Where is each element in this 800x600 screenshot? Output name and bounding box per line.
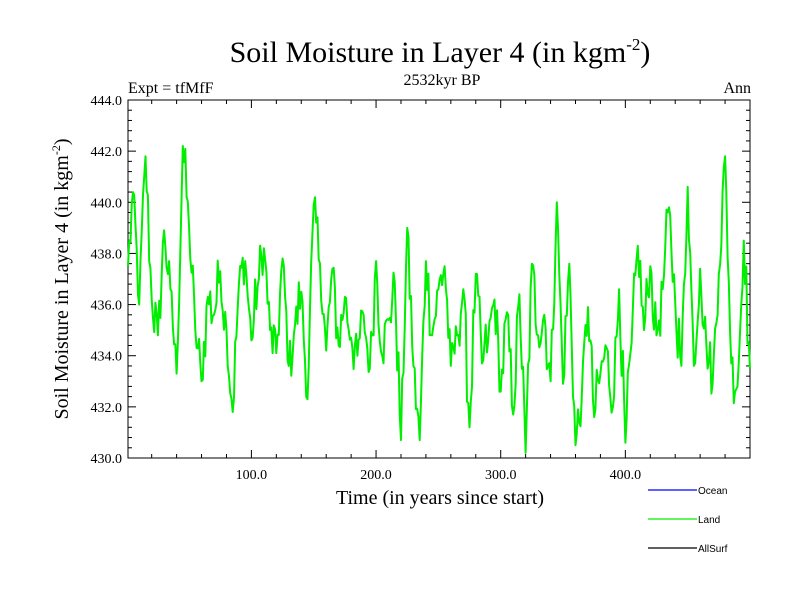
y-tick-label: 442.0: [91, 145, 123, 160]
y-axis-label-sup: -2: [49, 145, 63, 155]
x-tick-label: 100.0: [236, 468, 268, 483]
x-tick-label: 400.0: [610, 468, 642, 483]
legend-label-allsurf: AllSurf: [698, 544, 728, 555]
series-group: [127, 145, 751, 454]
y-tick-label: 444.0: [91, 94, 123, 109]
y-tick-label: 430.0: [91, 452, 123, 467]
y-tick-label: 432.0: [91, 401, 123, 416]
y-axis-label-text: Soil Moisture in Layer 4 (in kgm: [51, 155, 73, 420]
chart-title: Soil Moisture in Layer 4 (in kgm-2): [230, 35, 651, 69]
plot-area: 430.0 432.0 434.0 436.0 438.0 440.0 442.0 444.0…: [91, 94, 751, 483]
y-tick-label: 440.0: [91, 196, 123, 211]
x-tick-label: 200.0: [360, 468, 392, 483]
legend: Ocean Land AllSurf: [648, 486, 728, 555]
season-label: Ann: [723, 80, 751, 97]
y-tick-label: 438.0: [91, 247, 123, 262]
legend-label-ocean: Ocean: [698, 486, 727, 497]
chart-title-end: ): [640, 36, 650, 69]
y-axis: 430.0 432.0 434.0 436.0 438.0 440.0 442.0 444.0: [91, 94, 750, 467]
plot-frame: [127, 99, 751, 459]
chart-title-sup: -2: [626, 35, 640, 54]
legend-label-land: Land: [698, 515, 720, 526]
chart-subtitle: 2532kyr BP: [404, 72, 481, 89]
x-tick-label: 300.0: [485, 468, 517, 483]
x-axis-label: Time (in years since start): [336, 487, 544, 509]
series-line-land: [127, 145, 751, 454]
y-axis-label: Soil Moisture in Layer 4 (in kgm-2): [49, 138, 73, 419]
experiment-label: Expt = tfMfF: [128, 80, 214, 97]
y-tick-label: 434.0: [91, 350, 123, 365]
y-tick-label: 436.0: [91, 299, 123, 314]
y-axis-label-end: ): [51, 138, 73, 145]
x-axis: 100.0 200.0 300.0 400.0: [151, 100, 726, 483]
